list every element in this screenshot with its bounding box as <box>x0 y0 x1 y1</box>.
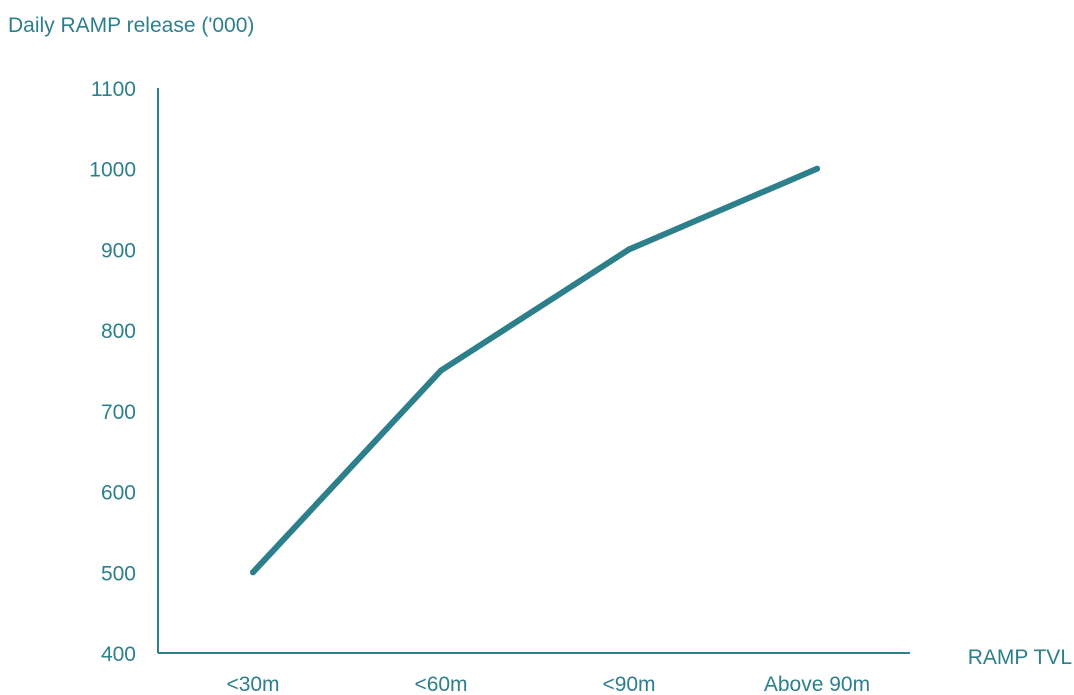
x-tick-label: <90m <box>602 673 655 695</box>
data-point <box>626 246 632 253</box>
data-point <box>250 569 256 576</box>
y-tick-label: 400 <box>101 643 136 666</box>
x-tick-label: <60m <box>414 673 467 695</box>
x-tick-labels: <30m <60m <90m Above 90m <box>226 673 870 695</box>
series-group <box>250 165 820 576</box>
y-tick-label: 500 <box>101 562 136 585</box>
series-line <box>250 165 820 576</box>
x-tick-label: Above 90m <box>764 673 870 695</box>
y-tick-label: 800 <box>101 320 136 343</box>
y-tick-label: 1100 <box>91 78 136 101</box>
y-tick-label: 1000 <box>89 159 136 182</box>
y-tick-label: 700 <box>101 401 136 424</box>
x-tick-label: <30m <box>226 673 279 695</box>
y-tick-label: 900 <box>101 239 136 262</box>
data-point <box>438 367 444 374</box>
y-tick-labels: 400 500 600 700 800 900 1000 1100 <box>89 78 136 666</box>
x-axis-title: RAMP TVL <box>968 646 1072 669</box>
y-tick-label: 600 <box>101 482 136 505</box>
data-point <box>814 165 820 172</box>
y-axis-title: Daily RAMP release ('000) <box>8 14 254 37</box>
